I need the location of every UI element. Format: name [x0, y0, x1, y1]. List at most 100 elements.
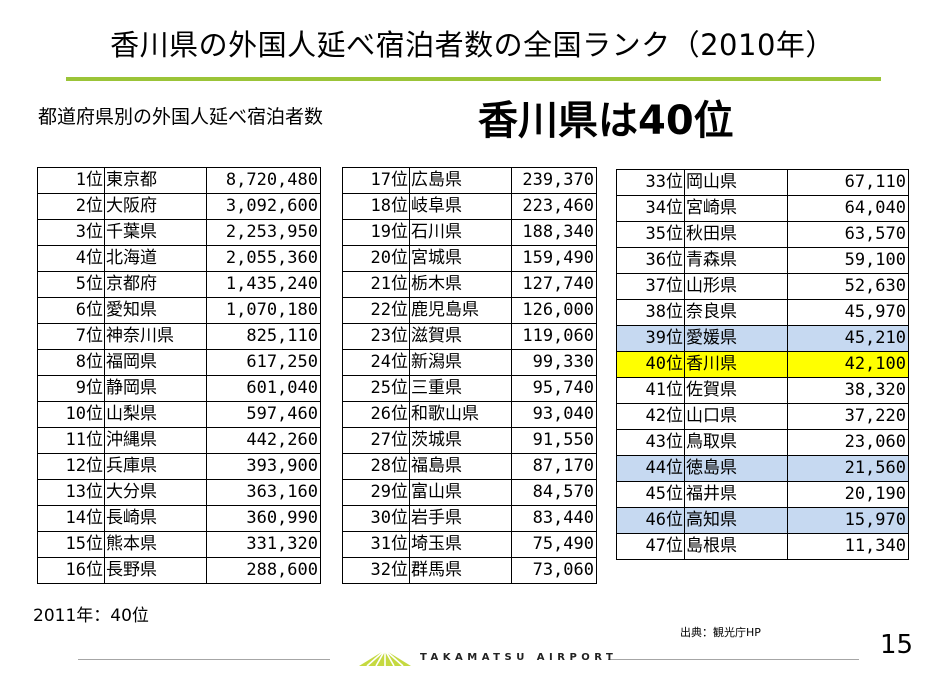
prefecture-cell: 山形県 [684, 273, 788, 300]
value-cell: 38,320 [787, 377, 909, 404]
table-row: 34位 宮崎県 64,040 [616, 195, 909, 222]
value-cell: 45,970 [787, 299, 909, 326]
table-row: 10位 山梨県 597,460 [37, 401, 321, 428]
value-cell: 159,490 [511, 245, 597, 272]
rank-cell: 20位 [342, 245, 410, 272]
title-underline [66, 77, 881, 81]
value-cell: 93,040 [511, 401, 597, 428]
rank-cell: 32位 [342, 557, 410, 584]
table-row: 43位 鳥取県 23,060 [616, 429, 909, 456]
footer-brand: TAKAMATSU AIRPORT [420, 652, 618, 663]
prefecture-cell: 熊本県 [104, 531, 207, 558]
value-cell: 3,092,600 [206, 193, 321, 220]
prefecture-cell: 徳島県 [684, 455, 788, 482]
slide-title: 香川県の外国人延べ宿泊者数の全国ランク（2010年） [110, 28, 835, 62]
value-cell: 67,110 [787, 169, 909, 196]
rank-cell: 24位 [342, 349, 410, 376]
value-cell: 223,460 [511, 193, 597, 220]
prefecture-cell: 神奈川県 [104, 323, 207, 350]
prefecture-cell: 福岡県 [104, 349, 207, 376]
rank-cell: 43位 [616, 429, 685, 456]
rank-cell: 34位 [616, 195, 685, 222]
rank-cell: 30位 [342, 505, 410, 532]
table-row: 33位 岡山県 67,110 [616, 169, 909, 196]
prefecture-cell: 石川県 [409, 219, 512, 246]
value-cell: 2,253,950 [206, 219, 321, 246]
rank-cell: 39位 [616, 325, 685, 352]
table-row: 42位 山口県 37,220 [616, 403, 909, 430]
value-cell: 825,110 [206, 323, 321, 350]
value-cell: 1,435,240 [206, 271, 321, 298]
value-cell: 21,560 [787, 455, 909, 482]
footer-divider-left [78, 659, 330, 660]
table-row: 19位 石川県 188,340 [342, 219, 597, 246]
rank-cell: 17位 [342, 167, 410, 194]
rank-cell: 15位 [37, 531, 105, 558]
table-row: 29位 富山県 84,570 [342, 479, 597, 506]
rank-cell: 35位 [616, 221, 685, 248]
rank-cell: 45位 [616, 481, 685, 508]
table-row: 40位 香川県 42,100 [616, 351, 909, 378]
rank-cell: 21位 [342, 271, 410, 298]
prefecture-cell: 広島県 [409, 167, 512, 194]
table-row: 26位 和歌山県 93,040 [342, 401, 597, 428]
prefecture-cell: 埼玉県 [409, 531, 512, 558]
table-row: 15位 熊本県 331,320 [37, 531, 321, 558]
prefecture-cell: 秋田県 [684, 221, 788, 248]
rank-cell: 18位 [342, 193, 410, 220]
value-cell: 442,260 [206, 427, 321, 454]
value-cell: 73,060 [511, 557, 597, 584]
prefecture-cell: 鹿児島県 [409, 297, 512, 324]
value-cell: 188,340 [511, 219, 597, 246]
table-row: 18位 岐阜県 223,460 [342, 193, 597, 220]
table-row: 37位 山形県 52,630 [616, 273, 909, 300]
table-row: 2位 大阪府 3,092,600 [37, 193, 321, 220]
ranking-table-3: 33位 岡山県 67,110 34位 宮崎県 64,040 35位 秋田県 63,570 36位青… [616, 169, 909, 560]
value-cell: 91,550 [511, 427, 597, 454]
value-cell: 64,040 [787, 195, 909, 222]
prefecture-cell: 愛知県 [104, 297, 207, 324]
airport-logo-icon [359, 649, 411, 667]
value-cell: 87,170 [511, 453, 597, 480]
table-row: 47位 島根県 11,340 [616, 533, 909, 560]
prefecture-cell: 静岡県 [104, 375, 207, 402]
prefecture-cell: 青森県 [684, 247, 788, 274]
prefecture-cell: 長崎県 [104, 505, 207, 532]
rank-cell: 3位 [37, 219, 105, 246]
prefecture-cell: 和歌山県 [409, 401, 512, 428]
value-cell: 75,490 [511, 531, 597, 558]
prefecture-cell: 岐阜県 [409, 193, 512, 220]
table-row: 32位 群馬県 73,060 [342, 557, 597, 584]
table-row: 22位 鹿児島県 126,000 [342, 297, 597, 324]
rank-cell: 14位 [37, 505, 105, 532]
rank-cell: 29位 [342, 479, 410, 506]
prefecture-cell: 東京都 [104, 167, 207, 194]
prefecture-cell: 福島県 [409, 453, 512, 480]
table-row: 25位 三重県 95,740 [342, 375, 597, 402]
prefecture-cell: 鳥取県 [684, 429, 788, 456]
table-row: 1位 東京都 8,720,480 [37, 167, 321, 194]
ranking-table-1: 1位 東京都 8,720,480 2位 大阪府 3,092,600 3位 千葉県 2,253,9… [37, 167, 321, 584]
table-row: 31位 埼玉県 75,490 [342, 531, 597, 558]
value-cell: 8,720,480 [206, 167, 321, 194]
prefecture-cell: 福井県 [684, 481, 788, 508]
rank-cell: 16位 [37, 557, 105, 584]
prefecture-cell: 兵庫県 [104, 453, 207, 480]
value-cell: 601,040 [206, 375, 321, 402]
table-row: 9位 静岡県 601,040 [37, 375, 321, 402]
rank-cell: 19位 [342, 219, 410, 246]
rank-cell: 8位 [37, 349, 105, 376]
value-cell: 393,900 [206, 453, 321, 480]
rank-cell: 42位 [616, 403, 685, 430]
table-row: 28位 福島県 87,170 [342, 453, 597, 480]
value-cell: 42,100 [787, 351, 909, 378]
table-row: 23位 滋賀県 119,060 [342, 323, 597, 350]
rank-cell: 5位 [37, 271, 105, 298]
prefecture-cell: 茨城県 [409, 427, 512, 454]
rank-cell: 13位 [37, 479, 105, 506]
rank-cell: 31位 [342, 531, 410, 558]
rank-cell: 27位 [342, 427, 410, 454]
prefecture-cell: 京都府 [104, 271, 207, 298]
prefecture-cell: 香川県 [684, 351, 788, 378]
value-cell: 52,630 [787, 273, 909, 300]
